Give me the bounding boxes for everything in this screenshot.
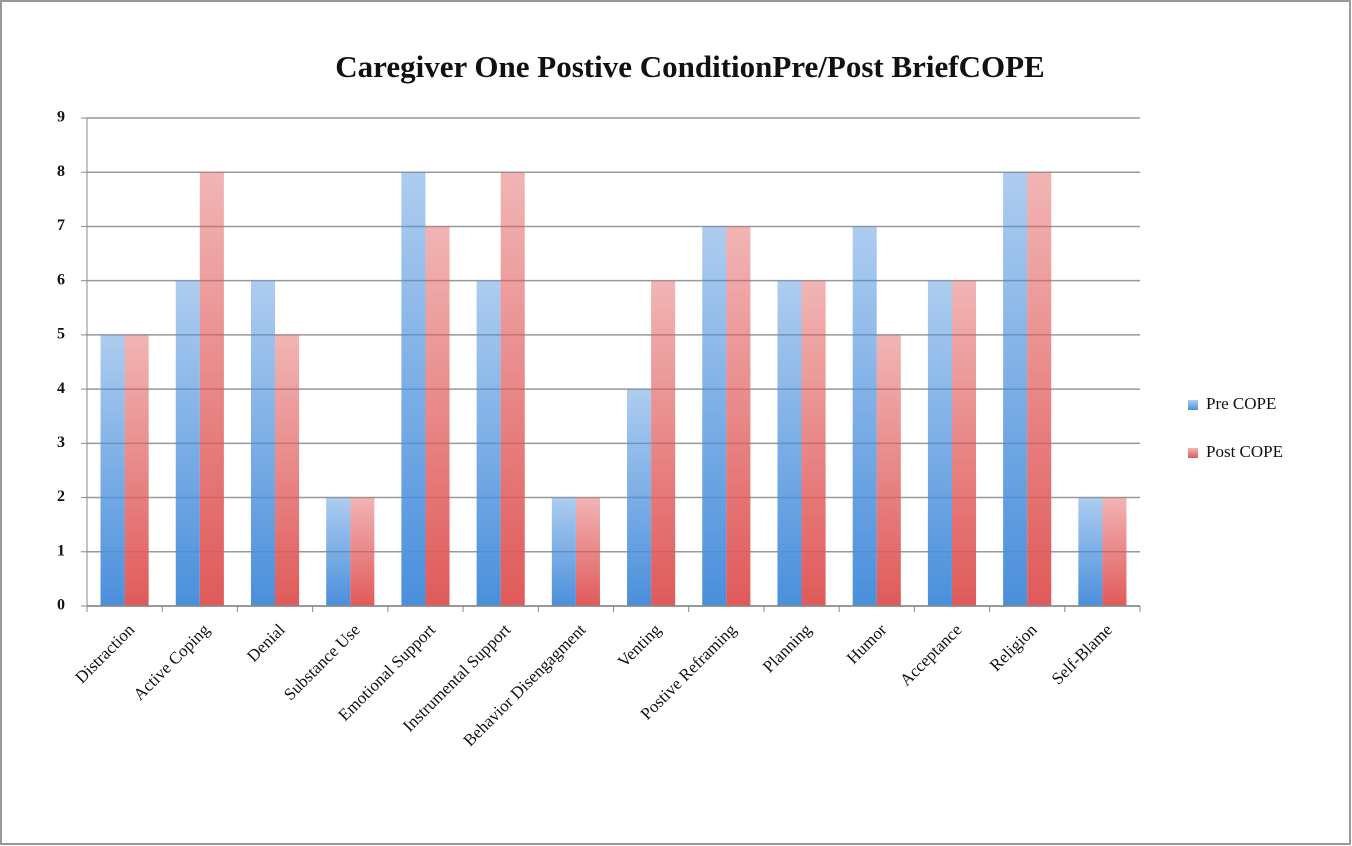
legend-label: Post COPE — [1206, 442, 1283, 461]
y-tick-label: 5 — [57, 326, 65, 343]
legend-swatch — [1188, 400, 1198, 410]
bar — [401, 172, 426, 606]
bar — [275, 334, 300, 606]
y-tick-label: 4 — [57, 380, 65, 397]
bar — [651, 280, 676, 606]
bar — [1078, 497, 1103, 606]
bar — [801, 280, 826, 606]
bar — [199, 172, 224, 606]
y-tick-label: 0 — [57, 597, 65, 614]
bar — [1102, 497, 1127, 606]
bar — [100, 334, 125, 606]
y-tick-label: 7 — [57, 217, 65, 234]
bar — [575, 497, 600, 606]
bar — [777, 280, 802, 606]
legend-label: Pre COPE — [1206, 394, 1276, 413]
bar — [876, 334, 901, 606]
y-tick-label: 2 — [57, 488, 65, 505]
bar — [500, 172, 525, 606]
bar — [627, 389, 652, 606]
bar — [951, 280, 977, 606]
bar — [927, 280, 952, 606]
y-tick-label: 3 — [57, 434, 65, 451]
bar — [326, 497, 351, 606]
bar — [702, 226, 727, 606]
bar — [425, 226, 450, 606]
bar — [726, 226, 751, 606]
bar — [175, 280, 200, 606]
bar — [1003, 172, 1028, 606]
chart-title: Caregiver One Postive ConditionPre/Post … — [335, 49, 1044, 84]
bar — [250, 280, 276, 606]
bar — [551, 497, 576, 606]
bar — [124, 334, 149, 606]
y-tick-label: 6 — [57, 271, 65, 288]
bar — [852, 226, 877, 606]
y-tick-label: 1 — [57, 542, 65, 559]
bar — [350, 497, 375, 606]
legend-swatch — [1188, 448, 1198, 458]
y-tick-label: 8 — [57, 163, 65, 180]
y-tick-label: 9 — [57, 109, 65, 126]
bar — [476, 280, 501, 606]
bar — [1027, 172, 1052, 606]
